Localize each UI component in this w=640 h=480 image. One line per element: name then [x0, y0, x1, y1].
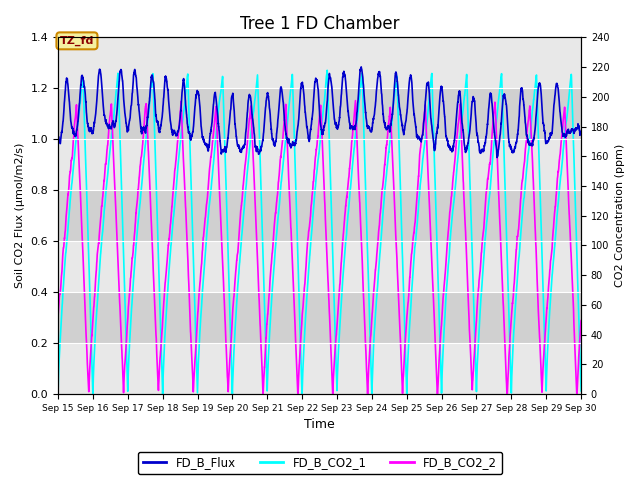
- Bar: [58, 88, 581, 139]
- Bar: [58, 190, 581, 241]
- Bar: [58, 343, 581, 394]
- Bar: [58, 139, 581, 190]
- Y-axis label: CO2 Concentration (ppm): CO2 Concentration (ppm): [615, 144, 625, 288]
- Bar: [58, 292, 581, 343]
- Text: TZ_fd: TZ_fd: [60, 36, 94, 46]
- Bar: [58, 241, 581, 292]
- Bar: [58, 37, 581, 88]
- Title: Tree 1 FD Chamber: Tree 1 FD Chamber: [240, 15, 399, 33]
- Y-axis label: Soil CO2 Flux (μmol/m2/s): Soil CO2 Flux (μmol/m2/s): [15, 143, 25, 288]
- X-axis label: Time: Time: [304, 419, 335, 432]
- Legend: FD_B_Flux, FD_B_CO2_1, FD_B_CO2_2: FD_B_Flux, FD_B_CO2_1, FD_B_CO2_2: [138, 452, 502, 474]
